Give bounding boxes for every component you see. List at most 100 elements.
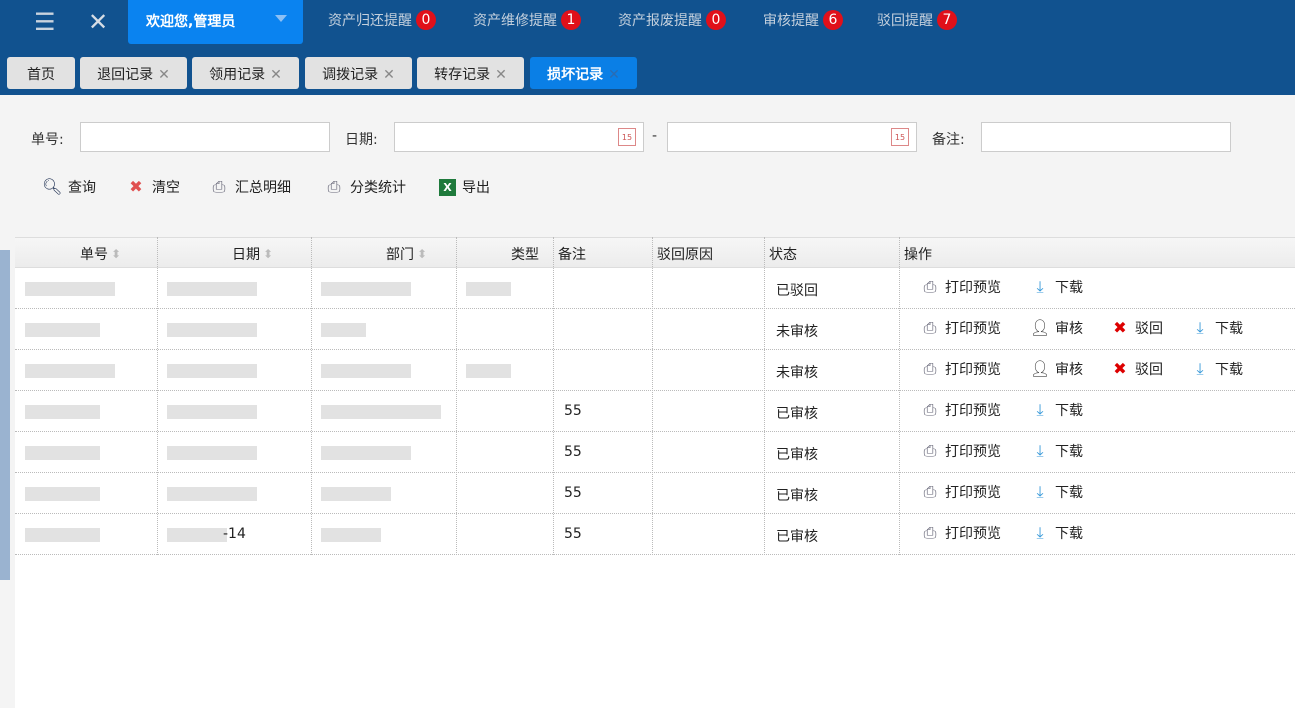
download-icon: ⤓ bbox=[1036, 277, 1044, 296]
status-cell: 已审核 bbox=[776, 488, 818, 504]
date-label: 日期: bbox=[345, 132, 378, 148]
download-icon: ⤓ bbox=[1196, 318, 1204, 337]
reminder-audit[interactable]: 审核提醒 6 bbox=[763, 10, 843, 30]
reminder-repair[interactable]: 资产维修提醒 1 bbox=[473, 10, 581, 30]
redacted-cell bbox=[167, 405, 257, 419]
table-row[interactable]: 未审核 ⎙ 打印预览 👤︎ 审核 ✖ 驳回 ⤓ 下载 bbox=[15, 309, 1295, 350]
close-icon[interactable]: ✕ bbox=[88, 8, 109, 36]
download-button[interactable]: ⤓ 下载 bbox=[1030, 441, 1083, 461]
table-row[interactable]: 55 已审核 ⎙ 打印预览 ⤓ 下载 bbox=[15, 473, 1295, 514]
table-row[interactable]: 未审核 ⎙ 打印预览 👤︎ 审核 ✖ 驳回 ⤓ 下载 bbox=[15, 350, 1295, 391]
export-label: 导出 bbox=[462, 180, 490, 196]
print-preview-button[interactable]: ⎙ 打印预览 bbox=[920, 318, 1001, 338]
tab-transfer-records[interactable]: 调拨记录 ✕ bbox=[305, 57, 412, 89]
tab-damage-records[interactable]: 损坏记录 ✕ bbox=[530, 57, 637, 89]
reminder-label: 资产归还提醒 bbox=[328, 13, 412, 29]
close-tab-icon[interactable]: ✕ bbox=[270, 67, 282, 83]
download-button[interactable]: ⤓ 下载 bbox=[1030, 482, 1083, 502]
tab-storage-records[interactable]: 转存记录 ✕ bbox=[417, 57, 524, 89]
remark-input[interactable] bbox=[981, 122, 1231, 152]
column-header[interactable]: 部门 ⬍ bbox=[386, 244, 427, 264]
badge: 0 bbox=[416, 10, 436, 30]
summary-button[interactable]: ⎙ 汇总明细 bbox=[209, 177, 291, 197]
query-label: 查询 bbox=[68, 180, 96, 196]
table-row[interactable]: 55 已审核 ⎙ 打印预览 ⤓ 下载 bbox=[15, 391, 1295, 432]
print-preview-button[interactable]: ⎙ 打印预览 bbox=[920, 482, 1001, 502]
badge: 0 bbox=[706, 10, 726, 30]
user-menu[interactable]: 欢迎您,管理员 bbox=[128, 0, 303, 44]
action-label: 驳回 bbox=[1135, 362, 1163, 378]
redacted-cell bbox=[167, 528, 227, 542]
column-header[interactable]: 日期 ⬍ bbox=[232, 244, 273, 264]
date-from-input[interactable]: 15 bbox=[394, 122, 644, 152]
close-tab-icon[interactable]: ✕ bbox=[608, 67, 620, 83]
export-button[interactable]: X 导出 bbox=[439, 177, 490, 197]
column-divider bbox=[764, 237, 765, 555]
sort-icon[interactable]: ⬍ bbox=[417, 247, 428, 261]
table-row[interactable]: 已驳回 ⎙ 打印预览 ⤓ 下载 bbox=[15, 268, 1295, 309]
reminder-reject[interactable]: 驳回提醒 7 bbox=[877, 10, 957, 30]
action-label: 打印预览 bbox=[945, 485, 1001, 501]
menu-icon[interactable]: ☰ bbox=[34, 8, 56, 36]
table-row[interactable]: -14 55 已审核 ⎙ 打印预览 ⤓ 下载 bbox=[15, 514, 1295, 555]
audit-button[interactable]: 👤︎ 审核 bbox=[1030, 359, 1083, 379]
tab-label: 领用记录 bbox=[209, 67, 266, 83]
close-tab-icon[interactable]: ✕ bbox=[495, 67, 507, 83]
redacted-cell bbox=[466, 282, 511, 296]
download-button[interactable]: ⤓ 下载 bbox=[1030, 523, 1083, 543]
tab-receive-records[interactable]: 领用记录 ✕ bbox=[192, 57, 299, 89]
reviewer-icon: 👤︎ bbox=[1030, 318, 1051, 337]
column-header: 驳回原因 bbox=[657, 244, 713, 264]
date-to-input[interactable]: 15 bbox=[667, 122, 917, 152]
order-no-label: 单号: bbox=[31, 132, 64, 148]
download-button[interactable]: ⤓ 下载 bbox=[1030, 400, 1083, 420]
main-content: 单号: 日期: 15 - 15 备注: 🔍︎ 查询 ✖ 清空 ⎙ 汇总明细 ⎙ 分类统计… bbox=[0, 95, 1295, 708]
category-stats-button[interactable]: ⎙ 分类统计 bbox=[324, 177, 406, 197]
action-label: 打印预览 bbox=[945, 444, 1001, 460]
query-button[interactable]: 🔍︎ 查询 bbox=[42, 177, 96, 197]
close-tab-icon[interactable]: ✕ bbox=[158, 67, 170, 83]
calendar-icon[interactable]: 15 bbox=[891, 128, 909, 146]
print-preview-button[interactable]: ⎙ 打印预览 bbox=[920, 523, 1001, 543]
excel-icon: X bbox=[439, 178, 456, 196]
print-preview-button[interactable]: ⎙ 打印预览 bbox=[920, 400, 1001, 420]
redacted-cell bbox=[25, 405, 100, 419]
badge: 6 bbox=[823, 10, 843, 30]
tab-home[interactable]: 首页 bbox=[7, 57, 75, 89]
order-no-input[interactable] bbox=[80, 122, 330, 152]
download-button[interactable]: ⤓ 下载 bbox=[1190, 318, 1243, 338]
reminder-return[interactable]: 资产归还提醒 0 bbox=[328, 10, 436, 30]
printer-icon: ⎙ bbox=[212, 177, 226, 196]
tab-label: 转存记录 bbox=[434, 67, 491, 83]
print-preview-button[interactable]: ⎙ 打印预览 bbox=[920, 277, 1001, 297]
print-preview-button[interactable]: ⎙ 打印预览 bbox=[920, 359, 1001, 379]
reject-button[interactable]: ✖ 驳回 bbox=[1110, 359, 1163, 379]
printer-icon: ⎙ bbox=[923, 359, 937, 378]
sort-icon[interactable]: ⬍ bbox=[111, 247, 122, 261]
download-button[interactable]: ⤓ 下载 bbox=[1030, 277, 1083, 297]
redacted-cell bbox=[25, 323, 100, 337]
action-label: 下载 bbox=[1055, 485, 1083, 501]
column-header-label: 类型 bbox=[511, 247, 539, 263]
tab-return-records[interactable]: 退回记录 ✕ bbox=[80, 57, 187, 89]
clear-button[interactable]: ✖ 清空 bbox=[126, 177, 180, 197]
calendar-icon[interactable]: 15 bbox=[618, 128, 636, 146]
date-cell: -14 bbox=[223, 526, 246, 542]
status-cell: 未审核 bbox=[776, 365, 818, 381]
audit-button[interactable]: 👤︎ 审核 bbox=[1030, 318, 1083, 338]
redacted-cell bbox=[321, 364, 411, 378]
action-label: 打印预览 bbox=[945, 321, 1001, 337]
redacted-cell bbox=[25, 487, 100, 501]
reminder-scrap[interactable]: 资产报废提醒 0 bbox=[618, 10, 726, 30]
sort-icon[interactable]: ⬍ bbox=[263, 247, 274, 261]
reject-button[interactable]: ✖ 驳回 bbox=[1110, 318, 1163, 338]
column-header[interactable]: 单号 ⬍ bbox=[80, 244, 121, 264]
action-label: 审核 bbox=[1055, 362, 1083, 378]
table-row[interactable]: 55 已审核 ⎙ 打印预览 ⤓ 下载 bbox=[15, 432, 1295, 473]
redacted-cell bbox=[321, 446, 411, 460]
status-cell: 已驳回 bbox=[776, 283, 818, 299]
action-label: 驳回 bbox=[1135, 321, 1163, 337]
close-tab-icon[interactable]: ✕ bbox=[383, 67, 395, 83]
print-preview-button[interactable]: ⎙ 打印预览 bbox=[920, 441, 1001, 461]
download-button[interactable]: ⤓ 下载 bbox=[1190, 359, 1243, 379]
